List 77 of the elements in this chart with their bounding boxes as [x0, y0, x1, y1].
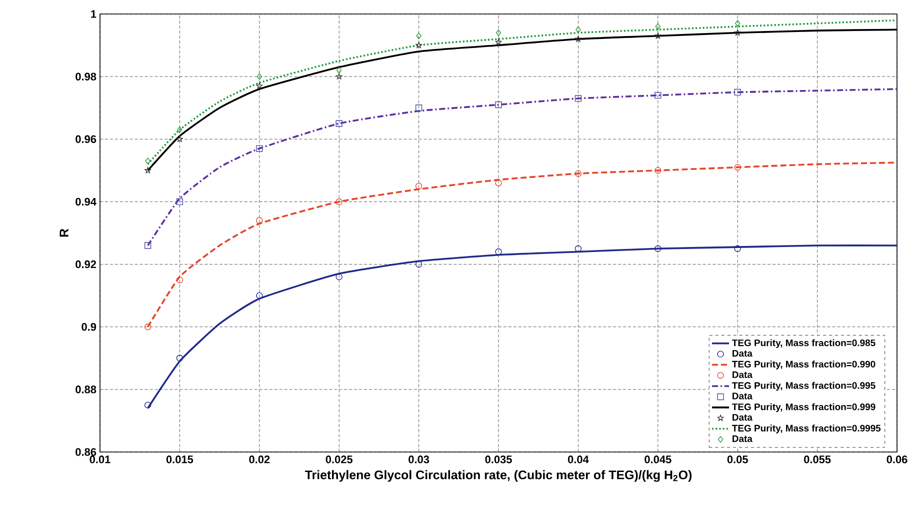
x-tick-label: 0.02 — [249, 456, 270, 464]
point — [415, 182, 422, 190]
point — [336, 273, 342, 280]
point — [574, 245, 582, 252]
x-tick-label: 0.045 — [644, 456, 672, 464]
point — [256, 292, 263, 299]
point — [495, 180, 502, 186]
x-tick-label: 0.035 — [485, 456, 512, 464]
point — [575, 36, 582, 42]
point — [256, 73, 262, 80]
legend-label: Data — [732, 435, 752, 442]
x-tick-label: 0.04 — [568, 456, 589, 464]
legend-label: TEG Purity, Mass fraction=0.9995 — [732, 424, 881, 434]
point — [734, 164, 741, 171]
point — [256, 145, 263, 152]
line-series — [146, 88, 898, 246]
point — [654, 245, 662, 252]
y-tick-label: 0.88 — [76, 386, 96, 394]
point — [416, 42, 422, 48]
legend-label: Data — [732, 392, 752, 400]
point — [256, 217, 263, 224]
legend-label: TEG Purity, Mass fraction=0.995 — [732, 382, 876, 391]
x-tick-label: 0.025 — [326, 456, 352, 464]
point — [654, 32, 662, 39]
y-tick-label: 1 — [91, 10, 96, 18]
point — [655, 23, 660, 30]
y-tick-label: 0.86 — [76, 448, 96, 456]
x-axis-title: Triethylene Glycol Circulation rate, (Cubic meter of TEG)/(kg H$_{2}$O) — [304, 470, 692, 482]
point — [336, 198, 342, 206]
y-tick-label: 0.92 — [76, 260, 96, 268]
legend-label: Data — [732, 414, 752, 421]
point — [574, 170, 582, 177]
legend-label: TEG Purity, Mass fraction=0.999 — [732, 403, 876, 412]
point — [495, 248, 502, 256]
point — [336, 73, 342, 80]
point — [495, 38, 502, 45]
legend-label: TEG Purity, Mass fraction=0.990 — [732, 360, 876, 370]
point — [734, 245, 741, 252]
point — [496, 29, 502, 36]
point — [144, 167, 152, 174]
legend-label: Data — [732, 350, 752, 357]
point — [574, 95, 582, 102]
point — [415, 104, 422, 112]
point — [144, 402, 152, 408]
point — [177, 126, 182, 134]
x-tick-label: 0.055 — [804, 456, 831, 464]
y-axis-title: R — [60, 228, 68, 237]
point — [256, 82, 263, 89]
x-tick-label: 0.03 — [408, 456, 430, 464]
point — [654, 167, 662, 174]
legend-label: TEG Purity, Mass fraction=0.985 — [732, 339, 876, 348]
point — [654, 92, 662, 99]
y-tick-label: 0.96 — [76, 135, 96, 144]
point — [144, 324, 152, 330]
point — [415, 260, 422, 268]
x-tick-label: 0.015 — [166, 456, 194, 464]
point — [176, 198, 184, 206]
point — [734, 88, 741, 96]
point — [336, 120, 342, 127]
x-tick-label: 0.06 — [886, 456, 908, 464]
y-tick-label: 0.94 — [76, 198, 96, 206]
point — [145, 158, 150, 164]
point — [336, 66, 342, 74]
legend-label: Data — [732, 371, 752, 378]
y-tick-label: 0.98 — [76, 72, 96, 80]
point — [576, 26, 581, 33]
point — [176, 354, 184, 362]
point — [495, 101, 502, 108]
point — [176, 276, 184, 284]
x-tick-label: 0.05 — [727, 456, 748, 464]
point — [416, 32, 422, 40]
x-tick-label: 0.01 — [90, 456, 110, 464]
point — [734, 29, 741, 36]
point — [176, 136, 183, 142]
point — [144, 242, 152, 249]
y-tick-label: 0.9 — [82, 322, 96, 331]
point — [735, 20, 740, 27]
